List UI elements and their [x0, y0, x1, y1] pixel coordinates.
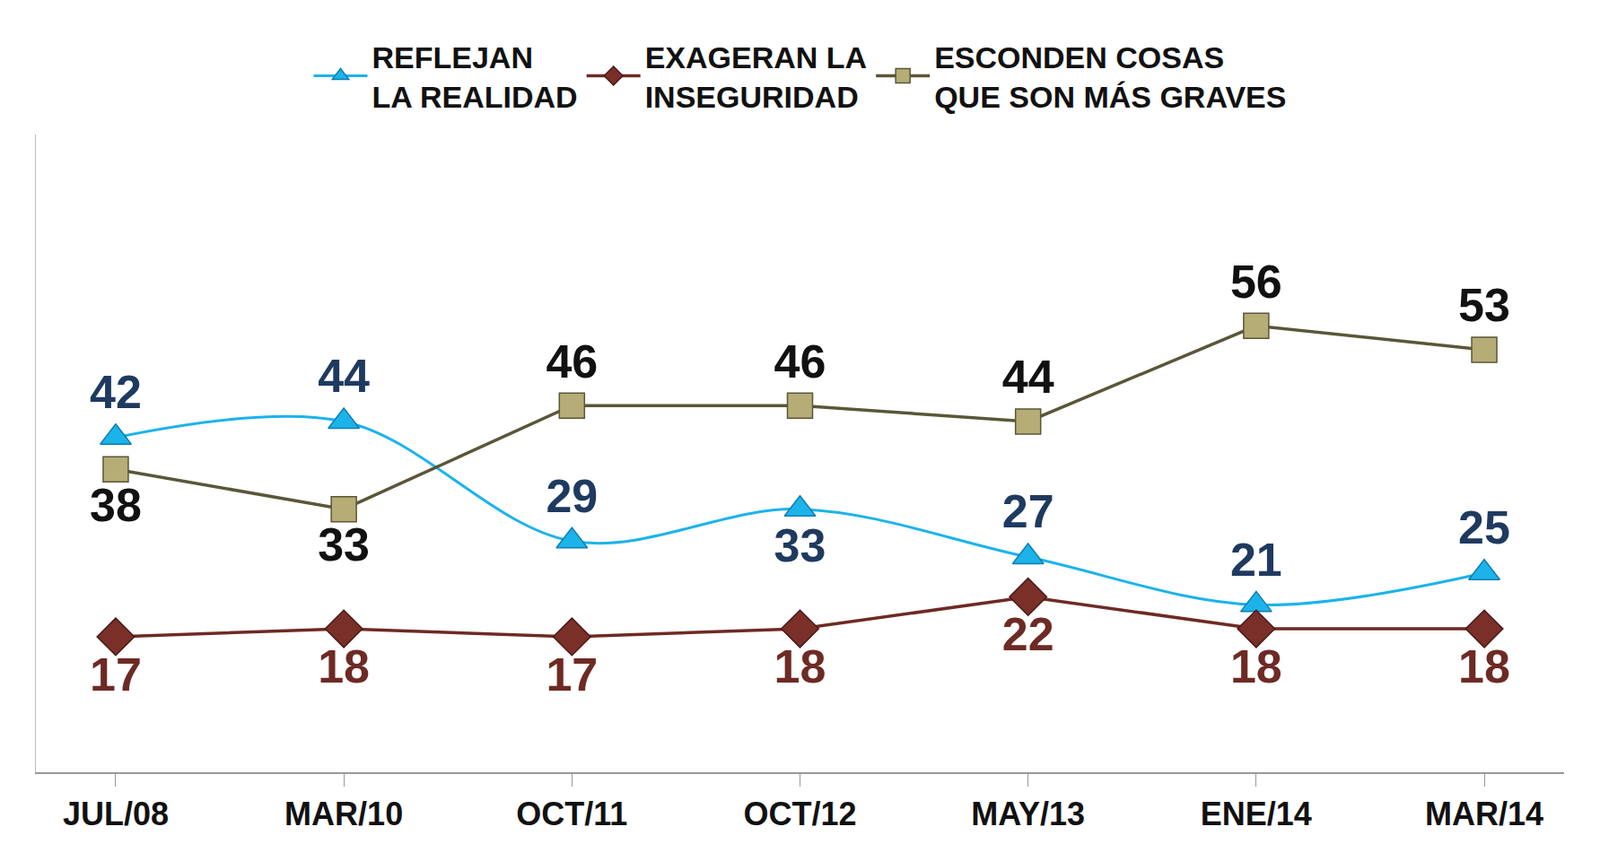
svg-text:27: 27	[1002, 485, 1055, 538]
svg-text:18: 18	[1230, 640, 1283, 693]
svg-text:18: 18	[1458, 640, 1511, 693]
svg-text:18: 18	[774, 640, 827, 693]
svg-text:MAR/10: MAR/10	[284, 795, 403, 833]
svg-text:ENE/14: ENE/14	[1200, 795, 1312, 833]
svg-text:46: 46	[545, 335, 598, 388]
svg-text:REFLEJANLA REALIDAD: REFLEJANLA REALIDAD	[372, 40, 578, 114]
svg-text:MAY/13: MAY/13	[970, 795, 1085, 833]
svg-text:25: 25	[1458, 501, 1511, 554]
svg-text:44: 44	[317, 349, 370, 403]
svg-text:17: 17	[545, 648, 598, 701]
svg-text:44: 44	[1002, 350, 1055, 403]
svg-text:53: 53	[1458, 279, 1511, 332]
svg-text:OCT/11: OCT/11	[515, 795, 628, 833]
svg-text:22: 22	[1002, 608, 1055, 661]
svg-text:33: 33	[317, 518, 370, 571]
svg-text:29: 29	[545, 470, 598, 523]
svg-text:EXAGERAN LAINSEGURIDAD: EXAGERAN LAINSEGURIDAD	[645, 40, 867, 114]
svg-text:18: 18	[317, 640, 370, 693]
svg-text:56: 56	[1230, 255, 1283, 308]
svg-text:ESCONDEN COSASQUE SON MÁS GRAV: ESCONDEN COSASQUE SON MÁS GRAVES	[934, 40, 1286, 114]
svg-text:33: 33	[774, 519, 827, 572]
svg-text:42: 42	[89, 366, 142, 419]
svg-text:38: 38	[89, 479, 142, 532]
svg-text:21: 21	[1230, 533, 1283, 586]
svg-text:17: 17	[89, 648, 142, 701]
svg-text:46: 46	[774, 335, 827, 388]
svg-text:OCT/12: OCT/12	[743, 795, 857, 833]
svg-text:JUL/08: JUL/08	[62, 795, 169, 833]
svg-text:MAR/14: MAR/14	[1425, 795, 1544, 833]
